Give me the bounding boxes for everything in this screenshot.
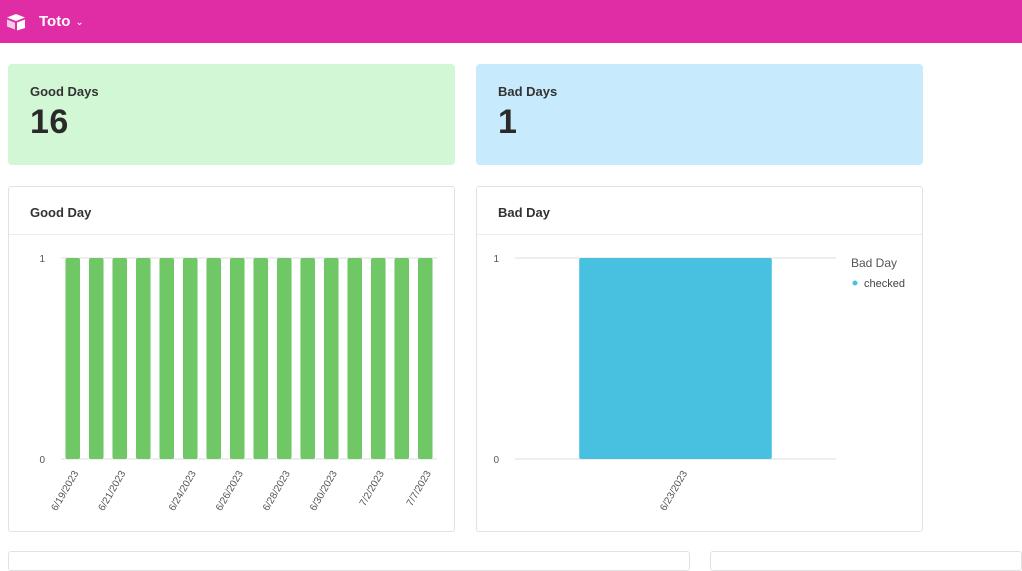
y-tick-label: 1 (39, 254, 45, 265)
chart-bar (229, 258, 245, 459)
chevron-down-icon: ⌄ (75, 17, 84, 28)
good-days-summary: Good Days 16 (8, 64, 455, 165)
good-days-value: 16 (30, 103, 69, 141)
airtable-logo-icon[interactable] (6, 13, 26, 31)
legend-swatch (852, 280, 858, 286)
bad-days-value: 1 (498, 103, 518, 141)
bad-days-summary: Bad Days 1 (476, 64, 923, 165)
chart-bar (65, 258, 81, 459)
bad-day-chart-title: Bad Day (477, 187, 922, 235)
chart-bar (112, 258, 128, 459)
chart-bar (135, 258, 151, 459)
chart-bar (394, 258, 410, 459)
bad-days-label: Bad Days (498, 84, 558, 99)
base-name-dropdown[interactable]: Toto ⌄ (39, 13, 84, 30)
y-tick-label: 1 (493, 254, 499, 265)
chart-bar (159, 258, 175, 459)
x-tick-label: 6/21/2023 (97, 469, 129, 513)
x-tick-label: 6/23/2023 (658, 469, 690, 513)
chart-bar (417, 258, 433, 459)
good-day-chart-title: Good Day (9, 187, 454, 235)
chart-bar (253, 258, 269, 459)
x-tick-label: 6/28/2023 (261, 469, 293, 513)
y-tick-label: 0 (39, 455, 45, 466)
bad-day-chart: 0 1 6/23/2023 Bad Day checked (493, 254, 905, 513)
x-tick-label: 7/7/2023 (405, 469, 434, 509)
chart-bar (300, 258, 316, 459)
chart-bar (347, 258, 363, 459)
chart-bar (88, 258, 104, 459)
chart-bar (182, 258, 198, 459)
x-tick-label: 6/30/2023 (308, 469, 340, 513)
good-days-label: Good Days (30, 84, 99, 99)
x-tick-label: 6/24/2023 (167, 469, 199, 513)
lower-card-right (710, 551, 1022, 571)
x-tick-label: 7/2/2023 (358, 469, 387, 509)
x-tick-label: 6/19/2023 (50, 469, 82, 513)
good-day-chart: 0 1 6/19/2023 6/21/2023 6/24/2023 6/26/2023 6/… (39, 254, 437, 513)
x-tick-label: 6/26/2023 (214, 469, 246, 513)
base-name: Toto (39, 13, 71, 30)
legend-title: Bad Day (851, 256, 897, 270)
good-day-chart-card: Good Day 0 1 6/19/2023 6/21/2023 6/24/2023 6/… (8, 186, 455, 532)
bad-day-chart-card: Bad Day 0 1 6/23/2023 Bad Day checked (476, 186, 923, 532)
y-tick-label: 0 (493, 455, 499, 466)
top-bar: Toto ⌄ (0, 0, 1022, 43)
chart-bar (579, 258, 772, 459)
chart-bar (323, 258, 339, 459)
lower-card-left (8, 551, 690, 571)
chart-bar (276, 258, 292, 459)
legend-item: checked (864, 278, 905, 290)
chart-bar (370, 258, 386, 459)
chart-bar (206, 258, 222, 459)
